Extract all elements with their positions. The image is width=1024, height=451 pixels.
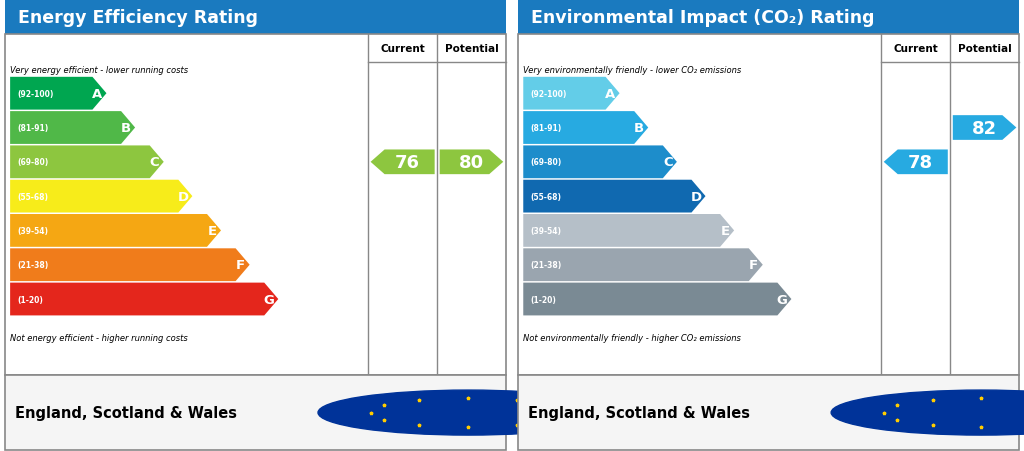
Text: Potential: Potential — [957, 44, 1012, 54]
Text: (39-54): (39-54) — [17, 226, 48, 235]
Text: (55-68): (55-68) — [530, 192, 562, 201]
Polygon shape — [523, 249, 763, 281]
Text: C: C — [150, 156, 160, 169]
Text: Not environmentally friendly - higher CO₂ emissions: Not environmentally friendly - higher CO… — [523, 333, 741, 342]
Text: EU Directive
2002/91/EC: EU Directive 2002/91/EC — [355, 401, 420, 424]
Text: E: E — [721, 225, 730, 237]
Text: (1-20): (1-20) — [17, 295, 43, 304]
Polygon shape — [952, 116, 1017, 141]
Polygon shape — [10, 112, 135, 145]
Text: 78: 78 — [908, 153, 933, 171]
Text: Very environmentally friendly - lower CO₂ emissions: Very environmentally friendly - lower CO… — [523, 66, 741, 75]
Text: F: F — [750, 258, 758, 272]
Text: Energy Efficiency Rating: Energy Efficiency Rating — [17, 9, 258, 27]
Text: 76: 76 — [395, 153, 420, 171]
Text: (81-91): (81-91) — [17, 124, 49, 133]
Circle shape — [318, 390, 618, 435]
Bar — [5, 1, 506, 35]
Circle shape — [831, 390, 1024, 435]
Text: E: E — [207, 225, 216, 237]
Text: (92-100): (92-100) — [530, 89, 567, 98]
Polygon shape — [10, 215, 221, 247]
Text: EU Directive
2002/91/EC: EU Directive 2002/91/EC — [868, 401, 933, 424]
Text: Environmental Impact (CO₂) Rating: Environmental Impact (CO₂) Rating — [530, 9, 874, 27]
Text: A: A — [605, 87, 615, 101]
Text: B: B — [634, 122, 644, 135]
Text: Very energy efficient - lower running costs: Very energy efficient - lower running co… — [10, 66, 188, 75]
Text: (1-20): (1-20) — [530, 295, 557, 304]
Polygon shape — [371, 150, 434, 175]
Text: D: D — [178, 190, 188, 203]
Polygon shape — [884, 150, 948, 175]
Polygon shape — [523, 215, 734, 247]
Text: G: G — [264, 293, 274, 306]
Polygon shape — [523, 78, 620, 110]
Polygon shape — [523, 180, 706, 213]
Text: B: B — [121, 122, 131, 135]
Polygon shape — [523, 146, 677, 179]
Text: A: A — [92, 87, 102, 101]
Text: Current: Current — [893, 44, 938, 54]
Text: Not energy efficient - higher running costs: Not energy efficient - higher running co… — [10, 333, 187, 342]
Text: England, Scotland & Wales: England, Scotland & Wales — [528, 405, 751, 420]
Text: D: D — [691, 190, 702, 203]
Polygon shape — [10, 249, 250, 281]
Polygon shape — [523, 112, 648, 145]
Polygon shape — [439, 150, 503, 175]
Text: (55-68): (55-68) — [17, 192, 48, 201]
Text: (69-80): (69-80) — [17, 158, 49, 167]
Text: 82: 82 — [972, 119, 997, 137]
Text: F: F — [236, 258, 245, 272]
Text: 80: 80 — [459, 153, 484, 171]
Text: (21-38): (21-38) — [17, 261, 49, 270]
Polygon shape — [10, 283, 279, 316]
Polygon shape — [10, 78, 106, 110]
Text: England, Scotland & Wales: England, Scotland & Wales — [15, 405, 238, 420]
Text: Current: Current — [380, 44, 425, 54]
Polygon shape — [10, 180, 193, 213]
Polygon shape — [10, 146, 164, 179]
Text: (69-80): (69-80) — [530, 158, 562, 167]
Text: C: C — [663, 156, 673, 169]
Text: (92-100): (92-100) — [17, 89, 54, 98]
Bar — [518, 1, 1019, 35]
Text: (81-91): (81-91) — [530, 124, 562, 133]
Text: Potential: Potential — [444, 44, 499, 54]
Text: G: G — [777, 293, 787, 306]
Text: (21-38): (21-38) — [530, 261, 562, 270]
Polygon shape — [523, 283, 792, 316]
Text: (39-54): (39-54) — [530, 226, 562, 235]
